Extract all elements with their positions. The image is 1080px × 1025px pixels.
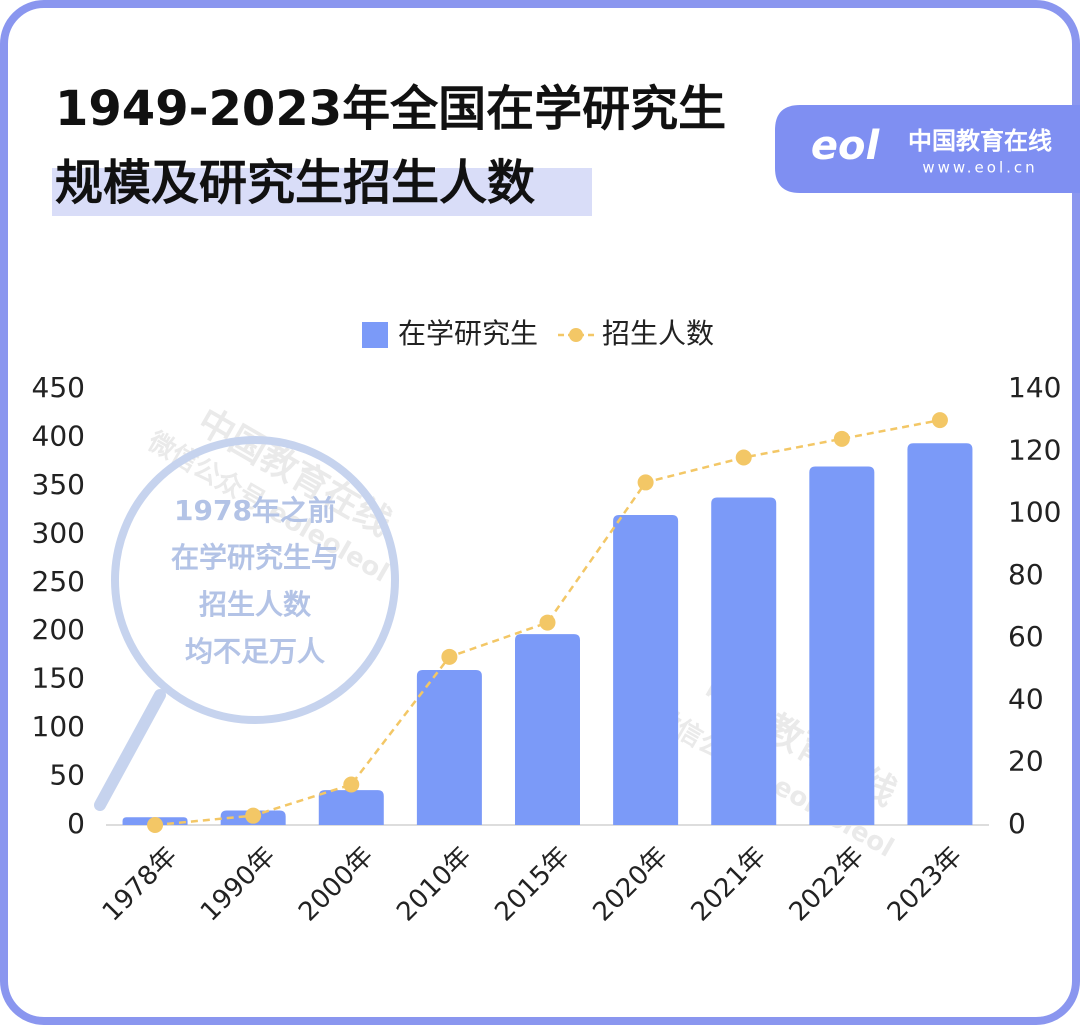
magnifier-handle (94, 689, 166, 811)
bar (515, 634, 580, 825)
annotation: 在学研究生与 (171, 541, 339, 574)
line-point (637, 474, 654, 491)
bar (318, 790, 384, 825)
magnifier-ring (111, 436, 399, 724)
y-tick-label: 450 (32, 371, 85, 404)
annotation: 均不足万人 (185, 635, 325, 668)
line-point (245, 807, 262, 824)
bar (711, 497, 777, 825)
logo-url: www.eol.cn (922, 159, 1037, 177)
chart-title: 规模及研究生招生人数 (55, 155, 535, 211)
magnifier: 1978年之前 在学研究生与 招生人数 均不足万人 (94, 436, 399, 811)
line-point (735, 449, 752, 466)
legend-label: 招生人数 (602, 317, 714, 350)
y-tick-label: 250 (32, 565, 85, 598)
logo-mark: eol (811, 123, 881, 169)
y-tick-label: 200 (32, 613, 85, 646)
y2-tick-label: 100 (1008, 496, 1061, 529)
line-point (931, 412, 948, 429)
series-line (154, 418, 941, 827)
y-tick-label: 50 (49, 759, 85, 792)
y-tick-label: 0 (67, 807, 85, 840)
y-tick-label: 150 (32, 662, 85, 695)
y-tick-label: 400 (32, 419, 85, 452)
line-point (343, 776, 360, 793)
logo-box (775, 105, 1080, 193)
y2-tick-label: 120 (1008, 433, 1061, 466)
line-point (539, 614, 556, 631)
y2-tick-label: 80 (1008, 558, 1044, 591)
y-tick-label: 100 (32, 710, 85, 743)
y2-tick-label: 0 (1008, 807, 1026, 840)
y-tick-label: 350 (32, 468, 85, 501)
chart-title: 1949-2023年全国在学研究生 (55, 81, 726, 137)
bar (907, 443, 973, 825)
annotation: 招生人数 (199, 588, 312, 621)
bar (809, 466, 875, 825)
y2-tick-label: 40 (1008, 682, 1044, 715)
y2-tick-label: 140 (1008, 371, 1061, 404)
logo-name: 中国教育在线 (908, 127, 1052, 155)
title-highlight (52, 168, 592, 216)
bar (416, 669, 482, 825)
y2-tick-label: 20 (1008, 745, 1044, 778)
legend-label: 在学研究生 (398, 317, 538, 350)
line-point (147, 817, 164, 833)
legend-swatch (569, 328, 584, 342)
legend-swatch (362, 322, 388, 348)
y2-tick-label: 60 (1008, 620, 1044, 653)
bar (613, 514, 679, 825)
annotation: 1978年之前 (174, 494, 336, 527)
line-point (441, 648, 458, 665)
line-point (833, 430, 850, 447)
y-tick-label: 300 (32, 516, 85, 549)
